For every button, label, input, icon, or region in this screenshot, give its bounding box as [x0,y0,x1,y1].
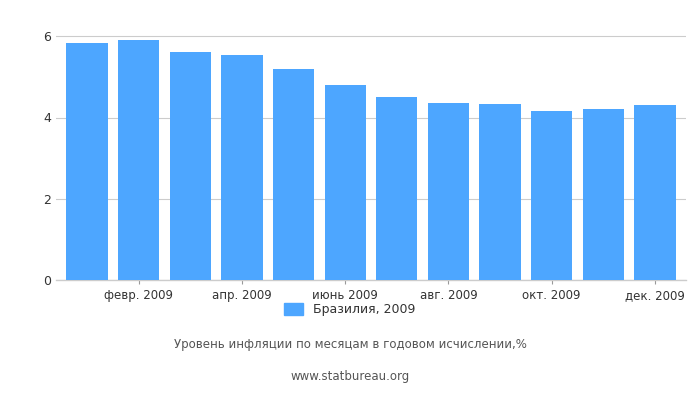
Bar [118,40,160,280]
Bar [273,69,314,280]
Bar [428,103,469,280]
Bar [376,97,417,280]
Bar [531,110,573,280]
Text: Уровень инфляции по месяцам в годовом исчислении,%: Уровень инфляции по месяцам в годовом ис… [174,338,526,351]
Bar [480,104,521,280]
Legend: Бразилия, 2009: Бразилия, 2009 [279,298,421,321]
Bar [169,52,211,280]
Bar [634,105,676,280]
Bar [325,85,366,280]
Bar [66,43,108,280]
Text: www.statbureau.org: www.statbureau.org [290,370,410,383]
Bar [221,55,262,280]
Bar [582,108,624,280]
